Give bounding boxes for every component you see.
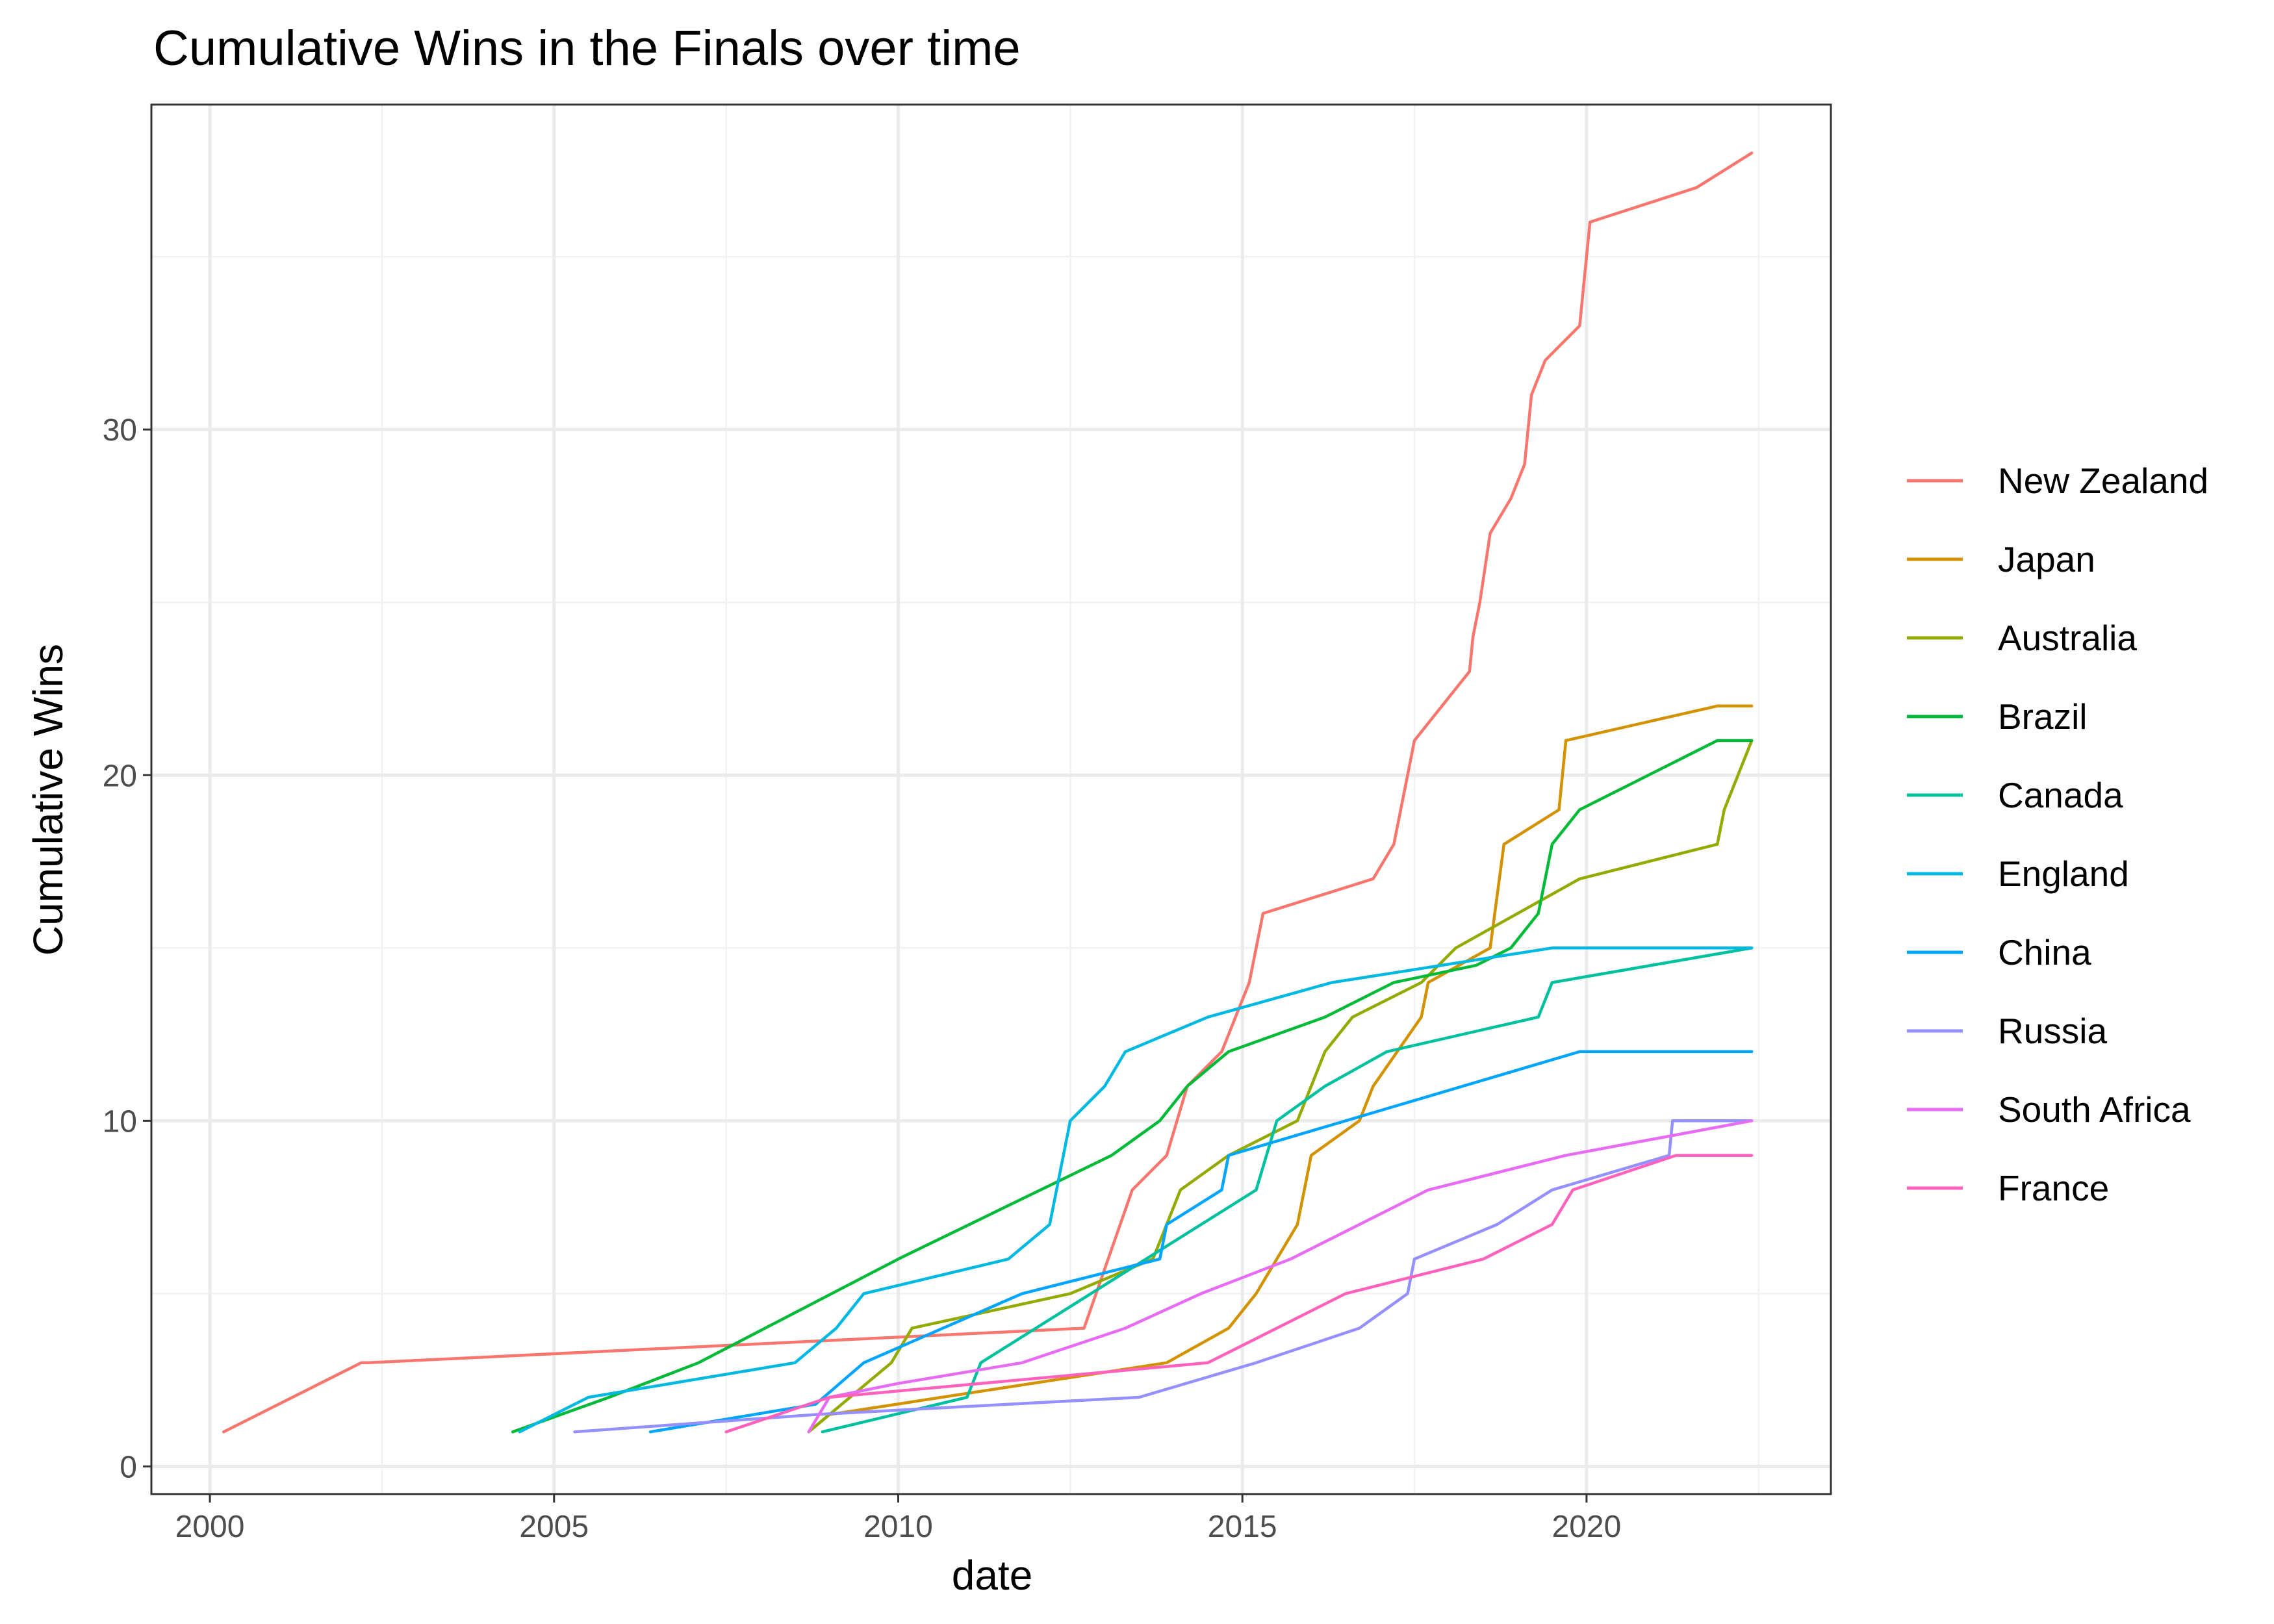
y-tick-label: 20 [103, 759, 137, 793]
legend-item-canada: Canada [1907, 775, 2123, 815]
x-axis-title: date [952, 1552, 1033, 1599]
x-tick-label: 2010 [863, 1510, 933, 1544]
series-line-new-zealand [222, 151, 1754, 1434]
x-tick-label: 2015 [1208, 1510, 1277, 1544]
series-line-england [518, 946, 1754, 1434]
plot-panel-border [150, 103, 1832, 1495]
legend-item-england: England [1907, 854, 2129, 894]
x-tick-label: 2005 [519, 1510, 589, 1544]
series-line-australia [807, 739, 1754, 1434]
legend-label-france: France [1998, 1168, 2109, 1208]
series-line-china [648, 1050, 1754, 1434]
legend-label-brazil: Brazil [1998, 696, 2088, 737]
y-tick-label: 10 [103, 1104, 137, 1139]
y-tick-label: 0 [120, 1450, 137, 1484]
legend-item-new-zealand: New Zealand [1907, 461, 2208, 501]
series-line-brazil [511, 739, 1754, 1434]
x-tick-label: 2000 [175, 1510, 245, 1544]
legend-item-brazil: Brazil [1907, 696, 2088, 737]
y-tick-label: 30 [103, 413, 137, 448]
legend-label-south-africa: South Africa [1998, 1089, 2191, 1130]
axes: 2000 2005 2010 2015 2020 0 10 20 30 [103, 413, 1622, 1544]
legend-item-south-africa: South Africa [1907, 1089, 2191, 1130]
series-line-russia [573, 1119, 1754, 1434]
x-tick-label: 2020 [1552, 1510, 1622, 1544]
legend-label-new-zealand: New Zealand [1998, 461, 2208, 501]
legend-item-australia: Australia [1907, 618, 2137, 658]
legend-label-china: China [1998, 932, 2091, 972]
legend-label-england: England [1998, 854, 2129, 894]
series-line-france [724, 1154, 1754, 1434]
series-line-japan [807, 704, 1754, 1434]
chart-title: Cumulative Wins in the Finals over time [153, 21, 1021, 76]
grid [151, 105, 1831, 1494]
legend-label-canada: Canada [1998, 775, 2123, 815]
legend-item-france: France [1907, 1168, 2109, 1208]
series-line-canada [821, 946, 1754, 1434]
legend-label-japan: Japan [1998, 539, 2095, 579]
series-lines [222, 151, 1754, 1434]
legend-item-china: China [1907, 932, 2091, 972]
legend-label-australia: Australia [1998, 618, 2137, 658]
legend-item-russia: Russia [1907, 1011, 2108, 1051]
series-line-south-africa [807, 1119, 1754, 1434]
y-axis-title: Cumulative Wins [25, 644, 71, 956]
legend-item-japan: Japan [1907, 539, 2095, 579]
legend-label-russia: Russia [1998, 1011, 2108, 1051]
legend: New Zealand Japan Australia Brazil Canada Eng… [1907, 461, 2208, 1208]
